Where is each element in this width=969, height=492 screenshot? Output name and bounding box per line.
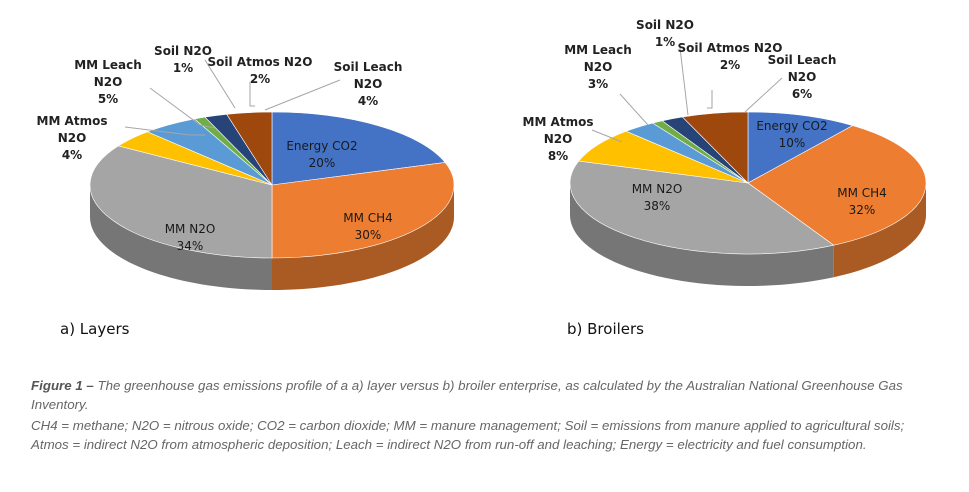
figure-label: Figure 1 – xyxy=(31,378,94,393)
data-label-value: 6% xyxy=(791,87,813,101)
leader-line xyxy=(204,59,236,109)
data-label: Energy CO2 10% xyxy=(737,118,847,152)
pie-side-mm-ch4 xyxy=(272,185,454,290)
pie-slice-mm-ch4 xyxy=(271,162,455,259)
data-label: MM CH4 32% xyxy=(822,185,902,219)
data-label-category: Energy CO2 xyxy=(286,139,358,153)
data-label-value: 4% xyxy=(357,94,379,108)
data-label: Soil Leach N2O 6% xyxy=(762,52,842,103)
data-label-value: 3% xyxy=(587,77,609,91)
data-label: Soil Atmos N2O 2% xyxy=(670,40,790,74)
data-label-category: MM Atmos N2O xyxy=(522,115,594,146)
data-label: MM Atmos N2O 8% xyxy=(518,114,598,165)
pie-slice-soil-leach-n2o xyxy=(226,111,273,187)
data-label-category: Soil N2O xyxy=(636,18,694,32)
leader-line xyxy=(591,129,623,143)
data-label-category: Soil Leach N2O xyxy=(767,53,837,84)
data-label: Soil Atmos N2O 2% xyxy=(200,54,320,88)
data-label-value: 2% xyxy=(719,58,741,72)
leader-line xyxy=(124,126,205,136)
data-label-value: 1% xyxy=(172,61,194,75)
data-label-category: MM CH4 xyxy=(343,211,393,225)
pie-side-mm-ch4 xyxy=(833,183,926,278)
data-label: Soil N2O 1% xyxy=(153,43,213,77)
leader-line xyxy=(619,93,649,126)
pie-slice-energy-co2 xyxy=(747,111,854,184)
leader-line xyxy=(679,47,689,116)
pie-slice-mm-n2o xyxy=(89,145,273,259)
data-label: MM Leach N2O 5% xyxy=(68,57,148,108)
pie-slice-energy-co2 xyxy=(271,111,446,186)
data-label: MM Leach N2O 3% xyxy=(558,42,638,93)
data-label: Energy CO2 20% xyxy=(267,138,377,172)
data-label-category: MM CH4 xyxy=(837,186,887,200)
pie-slice-soil-leach-n2o xyxy=(681,111,749,184)
pie-slice-mm-atmos-n2o xyxy=(578,130,749,184)
caption-text: The greenhouse gas emissions profile of … xyxy=(31,378,903,412)
data-label: Soil Leach N2O 4% xyxy=(328,59,408,110)
data-label: Soil N2O 1% xyxy=(635,17,695,51)
data-label-value: 30% xyxy=(354,228,382,242)
panel-label-layers: a) Layers xyxy=(60,320,130,338)
leader-line xyxy=(149,87,216,129)
pie-charts xyxy=(89,47,927,290)
data-label-category: MM Leach N2O xyxy=(564,43,632,74)
data-label-category: Soil Atmos N2O xyxy=(207,55,313,69)
data-label-value: 2% xyxy=(249,72,271,86)
data-label-value: 32% xyxy=(848,203,876,217)
data-label: MM CH4 30% xyxy=(328,210,408,244)
data-label-value: 8% xyxy=(547,149,569,163)
pie-side-mm-n2o xyxy=(570,183,834,286)
caption-legend: CH4 = methane; N2O = nitrous oxide; CO2 … xyxy=(31,418,905,452)
data-label: MM Atmos N2O 4% xyxy=(27,113,117,164)
data-label-category: MM Leach N2O xyxy=(74,58,142,89)
data-label-value: 20% xyxy=(308,156,336,170)
leader-line xyxy=(264,79,341,111)
data-label-value: 10% xyxy=(778,136,806,150)
data-label-value: 5% xyxy=(97,92,119,106)
leader-line xyxy=(707,90,713,109)
data-label-category: Soil Leach N2O xyxy=(333,60,403,91)
data-label: MM N2O 38% xyxy=(617,181,697,215)
pie-slice-mm-ch4 xyxy=(747,125,927,246)
data-label-category: MM N2O xyxy=(631,182,683,196)
pie-side-mm-n2o xyxy=(90,185,272,290)
data-label-value: 38% xyxy=(643,199,671,213)
pie-slice-mm-n2o xyxy=(569,160,835,255)
data-label-category: MM N2O xyxy=(164,222,216,236)
data-label-category: Soil Atmos N2O xyxy=(677,41,783,55)
data-label-value: 34% xyxy=(176,239,204,253)
leader-line xyxy=(249,82,255,107)
data-label-category: MM Atmos N2O xyxy=(36,114,108,145)
figure-caption: Figure 1 – The greenhouse gas emissions … xyxy=(31,376,931,414)
data-label-value: 1% xyxy=(654,35,676,49)
data-label: MM N2O 34% xyxy=(150,221,230,255)
panel-label-broilers: b) Broilers xyxy=(567,320,644,338)
data-label-category: Soil N2O xyxy=(154,44,212,58)
data-label-category: Energy CO2 xyxy=(756,119,828,133)
data-label-value: 4% xyxy=(61,148,83,162)
leader-line xyxy=(744,77,783,113)
